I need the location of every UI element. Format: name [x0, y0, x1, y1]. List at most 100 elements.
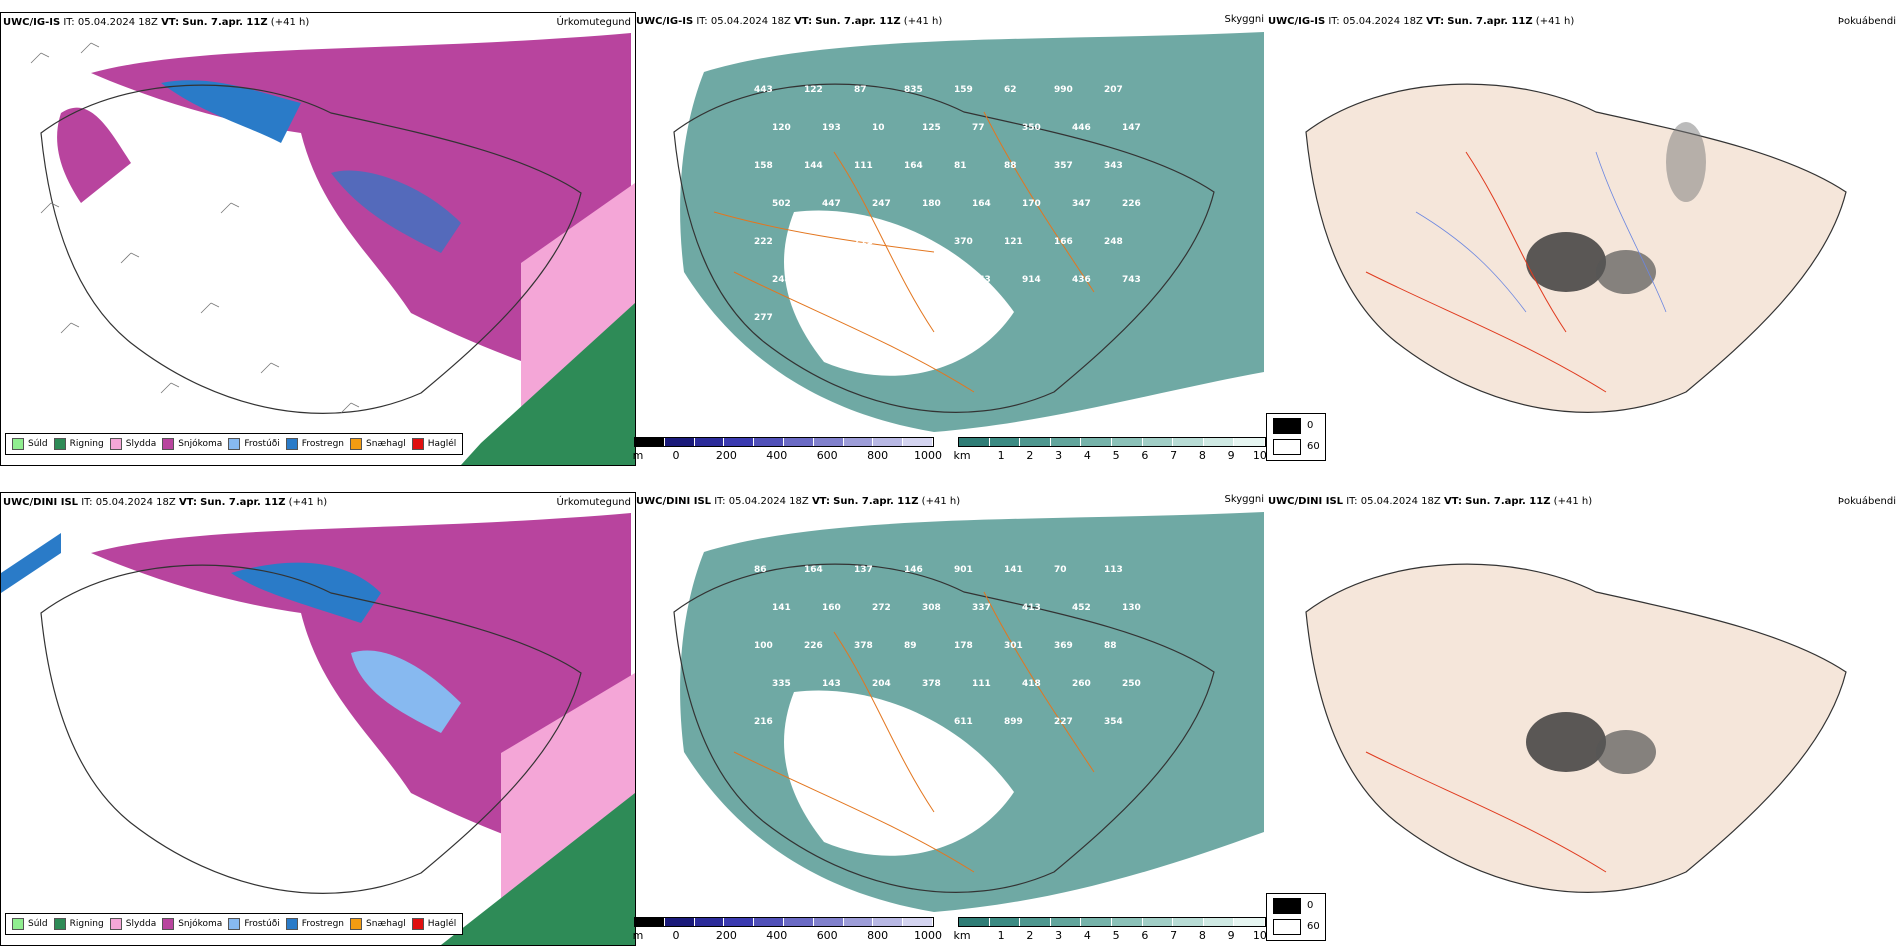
visibility-label: 166 — [1054, 237, 1073, 247]
visibility-label: 247 — [872, 199, 891, 209]
visibility-label: 111 — [854, 161, 873, 171]
height-colorbar: m 0 200 400 600 800 1000 — [633, 437, 942, 463]
visibility-label: 318 — [804, 717, 823, 727]
legend-item: Frostúði — [228, 438, 280, 450]
tick-label: 600 — [816, 449, 838, 462]
visibility-label: 88 — [1104, 641, 1117, 651]
visibility-panel-1: 443 122 87 835 159 62 990 207 120 193 10 125 77 350 44… — [634, 12, 1266, 464]
visibility-label: 343 — [1104, 161, 1123, 171]
visibility-label: 611 — [954, 717, 973, 727]
visibility-map: 443 122 87 835 159 62 990 207 120 193 10 125 77 350 44… — [673, 32, 1264, 432]
visibility-label: 369 — [1054, 641, 1073, 651]
visibility-label: 178 — [954, 641, 973, 651]
visibility-label: 141 — [1004, 565, 1023, 575]
visibility-label: 125 — [922, 123, 941, 133]
tick-label: 3 — [1055, 449, 1063, 462]
height-colorbar: m 0 200 400 600 800 1000 — [633, 917, 942, 943]
visibility-label: 226 — [1122, 199, 1141, 209]
visibility-label: 121 — [1004, 237, 1023, 247]
precip-legend: Súld Rigning Slydda Snjókoma Frostúði Fr… — [5, 913, 464, 935]
visibility-label: 263 — [972, 275, 991, 285]
field-title: Skyggni — [1224, 494, 1264, 505]
visibility-label: 222 — [754, 237, 773, 247]
legend-item: Súld — [12, 438, 48, 450]
visibility-label: 170 — [1022, 199, 1041, 209]
visibility-label: 181 — [872, 275, 891, 285]
visibility-label: 164 — [804, 565, 823, 575]
visibility-label: 70 — [1054, 565, 1067, 575]
field-title: Úrkomutegund — [556, 17, 631, 28]
fog-legend-box: 0 60 — [1266, 413, 1326, 461]
tick-label: 10 — [1252, 449, 1267, 462]
tick-label: 1000 — [914, 449, 942, 462]
tick-label: 3 — [1055, 929, 1063, 942]
visibility-label: 260 — [1072, 679, 1091, 689]
visibility-label: 452 — [1072, 603, 1091, 613]
visibility-label: 248 — [772, 275, 791, 285]
visibility-label: 835 — [904, 85, 923, 95]
model-name: UWC/IG-IS — [3, 17, 61, 28]
tick-label: 6 — [1141, 449, 1149, 462]
precip-legend: Súld Rigning Slydda Snjókoma Frostúði Fr… — [5, 433, 464, 455]
visibility-label: 170 — [904, 237, 923, 247]
visibility-label: 193 — [822, 123, 841, 133]
vt-value: Sun. 7.apr. 11Z — [182, 17, 268, 28]
visibility-label: 443 — [754, 85, 773, 95]
panel-header: UWC/IG-IS IT: 05.04.2024 18Z VT: Sun. 7.… — [636, 16, 943, 27]
visibility-label: 901 — [954, 565, 973, 575]
lead-time: (+41 h) — [270, 17, 310, 28]
visibility-label: 144 — [804, 161, 823, 171]
panel-header: UWC/DINI ISL IT: 05.04.2024 18Z VT: Sun.… — [3, 497, 328, 508]
field-title: Þokuábendi — [1837, 496, 1896, 507]
legend-item: Frostregn — [285, 438, 344, 450]
tick-label: 0 — [672, 449, 680, 462]
visibility-label: 250 — [1122, 679, 1141, 689]
visibility-label: 158 — [754, 161, 773, 171]
panel-header: UWC/IG-IS IT: 05.04.2024 18Z VT: Sun. 7.… — [3, 17, 309, 28]
visibility-label: 130 — [1122, 603, 1141, 613]
tick-label: 200 — [715, 449, 737, 462]
visibility-label: 88 — [1004, 161, 1017, 171]
visibility-label: 81 — [954, 161, 967, 171]
visibility-label: 159 — [954, 85, 973, 95]
it-value: 05.04.2024 18Z — [77, 17, 158, 28]
tick-label: 8 — [1198, 449, 1206, 462]
visibility-label: 418 — [1022, 679, 1041, 689]
visibility-label: 77 — [972, 123, 985, 133]
tick-label: 5 — [1112, 449, 1120, 462]
legend-item: Snæhagl — [350, 438, 406, 450]
visibility-label: 207 — [1104, 85, 1123, 95]
visibility-label: 204 — [872, 679, 891, 689]
visibility-label: 447 — [822, 199, 841, 209]
visibility-label: 899 — [1004, 717, 1023, 727]
visibility-label: 370 — [954, 237, 973, 247]
visibility-label: 151 — [854, 717, 873, 727]
precip-type-panel-2: UWC/DINI ISL IT: 05.04.2024 18Z VT: Sun.… — [0, 492, 636, 946]
legend-item: Snjókoma — [162, 438, 222, 450]
visibility-label: 357 — [1054, 161, 1073, 171]
visibility-label: 350 — [1022, 123, 1041, 133]
visibility-label: 743 — [1122, 275, 1141, 285]
visibility-label: 87 — [854, 85, 867, 95]
visibility-label: 337 — [972, 603, 991, 613]
visibility-panel-2: 86 164 137 146 901 141 70 113 141 160 272 308 337 413… — [634, 492, 1266, 944]
tick-label: 7 — [1170, 449, 1178, 462]
visibility-label: 335 — [772, 679, 791, 689]
visibility-label: 354 — [1104, 717, 1123, 727]
visibility-label: 164 — [972, 199, 991, 209]
visibility-label: 113 — [1104, 565, 1123, 575]
visibility-label: 308 — [922, 603, 941, 613]
tick-label: 2 — [1026, 929, 1034, 942]
fog-panel-2: UWC/DINI ISL IT: 05.04.2024 18Z VT: Sun.… — [1266, 492, 1900, 944]
visibility-label: 211 — [854, 237, 873, 247]
visibility-label: 227 — [1054, 717, 1073, 727]
visibility-label: 164 — [904, 161, 923, 171]
tick-label: 9 — [1227, 929, 1235, 942]
legend-item: Rigning — [53, 438, 104, 450]
panel-header: UWC/IG-IS IT: 05.04.2024 18Z VT: Sun. 7.… — [1268, 16, 1575, 27]
visibility-label: 147 — [1122, 123, 1141, 133]
tick-label: 9 — [1227, 449, 1235, 462]
tick-label: 600 — [816, 929, 838, 942]
visibility-label: 89 — [904, 641, 917, 651]
visibility-colorbar: km 1 2 3 4 5 6 7 8 9 10 — [953, 437, 1267, 463]
